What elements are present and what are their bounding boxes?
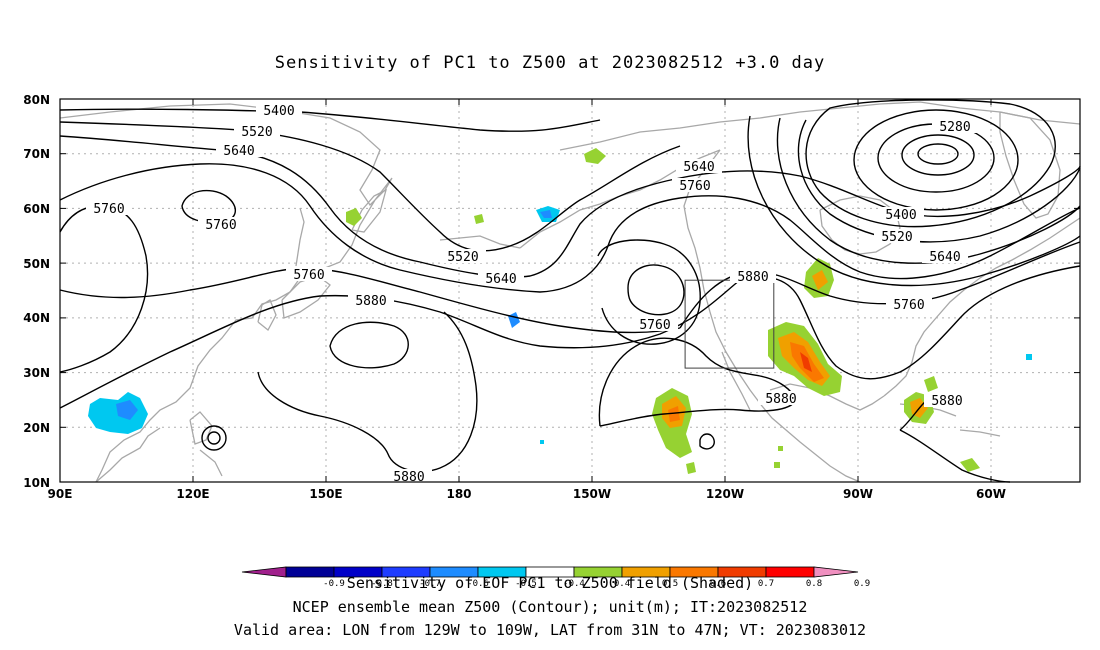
colorbar-tick-label: -0.5 [515,579,537,589]
colorbar-tick-label: -0.4 [563,579,585,589]
lat-label: 20N [23,421,50,435]
colorbar-tick-label: -0.7 [419,579,441,589]
contour-label: 5400 [263,104,294,119]
lat-label: 70N [23,147,50,161]
lon-label: 90E [48,487,73,501]
contour-label: 5880 [355,294,386,309]
lon-label: 150W [573,487,611,501]
contour-label: 5520 [447,250,478,265]
contour-label: 5640 [223,144,254,159]
contour-label: 5760 [293,268,324,283]
colorbar-tick-label: 0.7 [758,579,774,589]
colorbar-swatch [285,566,335,578]
colorbar-tick-label: 0.9 [854,579,870,589]
colorbar-swatch [765,566,815,578]
lon-label: 120W [706,487,744,501]
lat-label: 80N [23,93,50,107]
lat-label: 60N [23,202,50,216]
coastlines [59,101,1081,483]
colorbar: -0.9 -0.8 -0.7 -0.6 -0.5 -0.4 0.4 0.5 0.6 0.7 0.8 0… [241,566,870,589]
colorbar-tick-label: -0.6 [467,579,489,589]
lon-label: 180 [446,487,471,501]
lat-label: 40N [23,311,50,325]
caption-shading: Sensitivity of EOF PC1 to Z500 field (Sh… [347,574,753,592]
lat-label: 30N [23,366,50,380]
contour-label: 5880 [737,270,768,285]
contour-label: 5400 [885,208,916,223]
colorbar-swatch [241,566,287,578]
latitude-labels: 80N 70N 60N 50N 40N 30N 20N 10N [23,93,50,490]
lat-label: 50N [23,257,50,271]
colorbar-tick-label: 0.5 [662,579,678,589]
colorbar-tick-label: 0.4 [614,579,630,589]
contour-label: 5280 [939,120,970,135]
colorbar-tick-label: 0.6 [710,579,726,589]
contour-label: 5640 [929,250,960,265]
gridlines [60,99,1080,482]
caption-valid-area: Valid area: LON from 129W to 109W, LAT f… [234,621,866,639]
contour-label: 5520 [881,230,912,245]
lon-label: 120E [176,487,209,501]
contour-label: 5640 [683,160,714,175]
contour-label: 5760 [893,298,924,313]
contour-label: 5880 [393,470,424,485]
lat-label: 10N [23,476,50,490]
lon-label: 60W [976,487,1006,501]
map-frame [59,98,1081,483]
colorbar-swatch [813,566,859,578]
plot-title: Sensitivity of PC1 to Z500 at 2023082512… [275,53,826,73]
contour-label: 5880 [931,394,962,409]
contour-label: 5760 [679,179,710,194]
colorbar-tick-label: -0.8 [371,579,393,589]
axis-ticks [60,98,1080,482]
lon-label: 150E [309,487,342,501]
contour-label: 5760 [639,318,670,333]
contour-label: 5760 [93,202,124,217]
colorbar-tick-label: 0.8 [806,579,822,589]
lon-label: 90W [843,487,873,501]
contour-labels: 5400 5520 5640 5760 5760 5520 5640 5760 … [86,103,978,485]
sensitivity-shading [88,148,1032,474]
contour-label: 5640 [485,272,516,287]
colorbar-tick-label: -0.9 [323,579,345,589]
caption-contour: NCEP ensemble mean Z500 (Contour); unit(… [293,598,808,616]
longitude-labels: 90E 120E 150E 180 150W 120W 90W 60W [48,487,1006,501]
contour-label: 5880 [765,392,796,407]
contour-label: 5760 [205,218,236,233]
contour-label: 5520 [241,125,272,140]
valid-area-box [684,279,775,369]
map-panel: 5400 5520 5640 5760 5760 5520 5640 5760 … [23,93,1081,501]
